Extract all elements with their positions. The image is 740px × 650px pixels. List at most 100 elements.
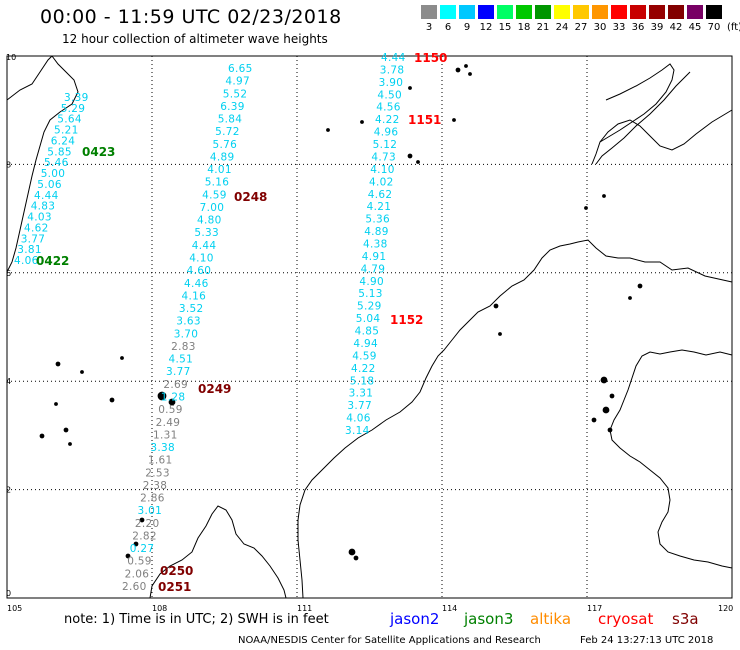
wave-height-value: 4.56 xyxy=(376,102,401,114)
pass-label: 0249 xyxy=(198,382,231,396)
legend-satellite-jason3: jason3 xyxy=(464,610,514,628)
x-tick-label: 111 xyxy=(297,604,312,613)
scale-label: 15 xyxy=(498,22,512,33)
wave-height-value: 5.16 xyxy=(205,177,230,189)
wave-height-value: 3.70 xyxy=(174,328,199,340)
wave-height-value: 4.22 xyxy=(351,363,376,375)
wave-height-value: 2.60 xyxy=(122,581,147,593)
wave-height-value: 3.77 xyxy=(347,400,372,412)
scale-swatch xyxy=(630,5,646,19)
y-tick-label: 6 xyxy=(6,269,11,278)
pass-label: 1150 xyxy=(414,51,447,65)
wave-height-value: 2.49 xyxy=(156,417,181,429)
legend-satellite-altika: altika xyxy=(530,610,572,628)
wave-height-value: 3.38 xyxy=(150,442,175,454)
pass-label: 0251 xyxy=(158,580,191,594)
pass-label: 0250 xyxy=(160,564,193,578)
wave-height-value: 4.50 xyxy=(377,89,402,101)
scale-label: 12 xyxy=(479,22,493,33)
scale-label: 42 xyxy=(669,22,683,33)
scale-label: 3 xyxy=(425,22,433,33)
wave-height-value: 4.94 xyxy=(353,338,378,350)
wave-height-value: 5.76 xyxy=(213,139,238,151)
wave-height-value: 4.16 xyxy=(182,290,207,302)
wave-height-value: 2.83 xyxy=(171,341,196,353)
legend-satellite-jason2: jason2 xyxy=(390,610,440,628)
scale-swatch xyxy=(668,5,684,19)
wave-height-value: 5.04 xyxy=(356,313,381,325)
coastline xyxy=(6,55,733,599)
scale-swatch xyxy=(611,5,627,19)
wave-height-value: 5.13 xyxy=(358,288,383,300)
generation-timestamp: Feb 24 13:27:13 UTC 2018 xyxy=(580,635,714,646)
wave-height-value: 3.77 xyxy=(21,233,46,245)
legend-note: note: 1) Time is in UTC; 2) SWH is in fe… xyxy=(64,612,329,627)
scale-label: 36 xyxy=(631,22,645,33)
scale-swatch xyxy=(554,5,570,19)
wave-height-value: 4.89 xyxy=(210,151,235,163)
wave-height-value: 1.31 xyxy=(153,429,178,441)
wave-height-value: 5.52 xyxy=(223,88,248,100)
wave-height-value: 2.38 xyxy=(143,480,168,492)
scale-swatch xyxy=(478,5,494,19)
wave-height-value: 2.06 xyxy=(125,568,150,580)
wave-height-value: 4.89 xyxy=(364,226,389,238)
wave-height-value: 4.85 xyxy=(355,326,380,338)
wave-height-value: 3.52 xyxy=(179,303,204,315)
wave-height-value: 4.91 xyxy=(362,251,387,263)
wave-height-value: 7.00 xyxy=(200,202,225,214)
wave-height-value: 4.96 xyxy=(374,127,399,139)
scale-swatch xyxy=(687,5,703,19)
wave-height-value: 4.51 xyxy=(169,354,194,366)
wave-height-value: 4.60 xyxy=(187,265,212,277)
x-tick-label: 117 xyxy=(587,604,602,613)
pass-label: 0248 xyxy=(234,190,267,204)
scale-label: 39 xyxy=(650,22,664,33)
wave-height-value: 5.06 xyxy=(37,179,62,191)
wave-height-value: 4.83 xyxy=(31,201,56,213)
wave-height-value: 5.36 xyxy=(365,214,390,226)
y-tick-label: 2 xyxy=(6,486,11,495)
wave-height-value: 4.21 xyxy=(367,201,392,213)
scale-swatch xyxy=(516,5,532,19)
scale-label: 27 xyxy=(574,22,588,33)
wave-height-value: 4.22 xyxy=(375,114,400,126)
scale-label: 21 xyxy=(536,22,550,33)
scale-swatch xyxy=(459,5,475,19)
wave-height-value: 4.62 xyxy=(24,222,49,234)
x-tick-label: 105 xyxy=(7,604,22,613)
wave-height-value: 2.86 xyxy=(140,493,165,505)
wave-height-value: 4.59 xyxy=(202,189,227,201)
wave-height-value: 4.02 xyxy=(369,176,394,188)
wave-height-value: 6.24 xyxy=(51,136,76,148)
wave-height-value: 5.00 xyxy=(41,168,66,180)
y-tick-label: 4 xyxy=(6,377,11,386)
scale-label: 24 xyxy=(555,22,569,33)
wave-height-value: 5.85 xyxy=(47,146,72,158)
legend-satellite-cryosat: cryosat xyxy=(598,610,654,628)
scale-swatch xyxy=(497,5,513,19)
x-tick-label: 120 xyxy=(718,604,733,613)
scale-swatch xyxy=(592,5,608,19)
scale-label: 9 xyxy=(463,22,471,33)
wave-height-value: 3.14 xyxy=(345,425,370,437)
wave-height-value: 4.90 xyxy=(359,276,384,288)
scale-label: 18 xyxy=(517,22,531,33)
wave-height-value: 5.18 xyxy=(350,375,375,387)
wave-height-value: 5.33 xyxy=(194,227,219,239)
pass-label: 1151 xyxy=(408,113,441,127)
y-tick-label: 0 xyxy=(6,589,11,598)
wave-height-value: 5.29 xyxy=(61,103,86,115)
wave-height-value: 4.59 xyxy=(352,350,377,362)
wave-height-value: 0.27 xyxy=(130,543,155,555)
scale-swatch xyxy=(573,5,589,19)
wave-height-value: 4.10 xyxy=(370,164,395,176)
wave-height-value: 4.44 xyxy=(192,240,217,252)
wave-height-value: 4.73 xyxy=(371,152,396,164)
wave-height-value: 6.65 xyxy=(228,63,253,75)
y-tick-label: 8 xyxy=(6,160,11,169)
scale-label: 45 xyxy=(688,22,702,33)
lat-lon-grid xyxy=(7,56,732,598)
wave-height-value: 3.81 xyxy=(17,244,42,256)
